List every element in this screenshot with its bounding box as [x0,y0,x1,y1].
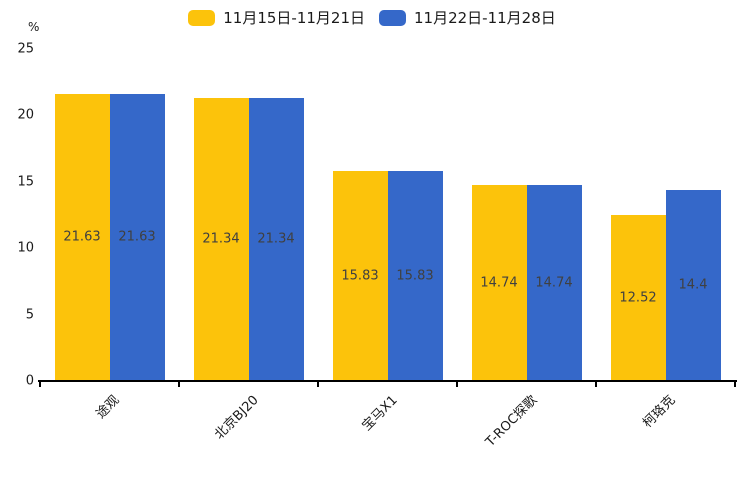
x-category-label: 北京BJ20 [212,392,262,443]
bar-value-label: 21.34 [202,231,240,247]
x-axis-tick [456,381,458,387]
bar-value-label: 12.52 [619,290,657,306]
x-category-label: 途观 [93,392,123,422]
bar-series1[interactable] [610,214,666,381]
x-axis-tick [734,381,736,387]
bar-value-label: 21.63 [118,229,156,245]
bar-series2[interactable] [109,93,165,381]
legend-item-week1[interactable]: 11月15日-11月21日 [188,7,365,28]
bar-series1[interactable] [332,170,388,381]
bar-value-label: 14.4 [678,277,708,293]
legend-label-week1: 11月15日-11月21日 [223,9,365,27]
bar-series1[interactable] [193,97,249,381]
y-axis-unit-label: % [28,20,40,34]
x-axis-tick [317,381,319,387]
x-axis-tick [595,381,597,387]
x-category-label: 宝马X1 [359,392,401,434]
bar-series2[interactable] [387,170,443,381]
y-axis-tick-label: 0 [25,373,34,389]
y-axis-tick-label: 5 [25,307,34,323]
bar-value-label: 15.83 [341,268,379,284]
legend-swatch-yellow-icon [188,9,216,26]
x-category-label: T-ROC探歌 [482,392,540,450]
bar-series1[interactable] [54,93,110,381]
legend-label-week2: 11月22日-11月28日 [414,9,556,27]
y-axis-tick-label: 20 [17,107,34,123]
y-axis-tick-label: 15 [17,174,34,190]
bar-series2[interactable] [526,185,582,381]
bar-value-label: 15.83 [396,268,434,284]
x-axis-line [38,380,737,382]
x-axis-tick [178,381,180,387]
bar-value-label: 21.63 [63,229,101,245]
legend-item-week2[interactable]: 11月22日-11月28日 [379,7,556,28]
bar-series2[interactable] [665,189,721,381]
bar-value-label: 21.34 [257,231,295,247]
y-axis-tick-label: 10 [17,240,34,256]
bar-value-label: 14.74 [480,275,518,291]
x-category-label: 柯珞克 [640,392,679,432]
bar-series2[interactable] [248,97,304,381]
x-axis-tick [39,381,41,387]
legend-swatch-blue-icon [379,9,406,26]
legend: 11月15日-11月21日 11月22日-11月28日 [0,7,744,28]
bar-series1[interactable] [471,185,527,381]
bar-value-label: 14.74 [535,275,573,291]
y-axis-tick-label: 25 [17,41,34,57]
